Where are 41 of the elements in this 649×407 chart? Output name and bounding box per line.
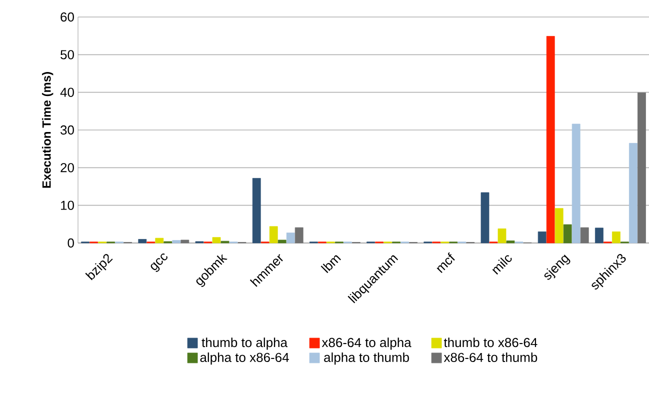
y-tick-label: 40 xyxy=(60,88,74,97)
legend-label: x86-64 to alpha xyxy=(322,338,412,350)
bar xyxy=(294,227,304,244)
bar xyxy=(612,232,620,244)
bar xyxy=(155,238,164,244)
bar xyxy=(546,36,555,244)
legend-label: thumb to x86-64 xyxy=(444,338,538,348)
y-tick-label: 20 xyxy=(60,163,74,172)
bar xyxy=(278,240,286,244)
x-tick-label: lbm xyxy=(320,255,341,274)
bar xyxy=(480,192,490,244)
bar xyxy=(498,228,506,244)
bar xyxy=(638,92,646,244)
y-tick-label: 10 xyxy=(61,200,74,210)
y-tick-label: 30 xyxy=(60,125,74,135)
legend-label: alpha to x86-64 xyxy=(200,352,289,365)
bar xyxy=(286,232,295,244)
y-axis-title: Execution Time (ms) xyxy=(42,72,54,188)
bar xyxy=(138,239,147,244)
bar xyxy=(180,240,190,244)
y-tick-label: 60 xyxy=(60,12,74,22)
bar xyxy=(595,228,604,244)
bar xyxy=(172,240,181,244)
bar xyxy=(538,232,546,244)
bar xyxy=(506,240,515,244)
bar xyxy=(212,237,221,244)
bar xyxy=(554,208,564,244)
legend-label: thumb to alpha xyxy=(202,338,288,350)
bar xyxy=(572,124,580,244)
bar xyxy=(269,226,278,244)
bar xyxy=(563,224,572,244)
y-tick-label: 50 xyxy=(60,50,74,60)
bar xyxy=(252,178,261,244)
x-tick-label: milc xyxy=(492,255,512,275)
y-tick-label: 0 xyxy=(68,238,74,248)
x-tick-label: gcc xyxy=(150,253,168,272)
bar xyxy=(580,227,589,244)
bar xyxy=(629,142,638,244)
x-tick-label: mcf xyxy=(436,252,455,274)
legend-label: alpha to thumb xyxy=(324,352,409,365)
legend-label: x86-64 to thumb xyxy=(444,352,538,362)
